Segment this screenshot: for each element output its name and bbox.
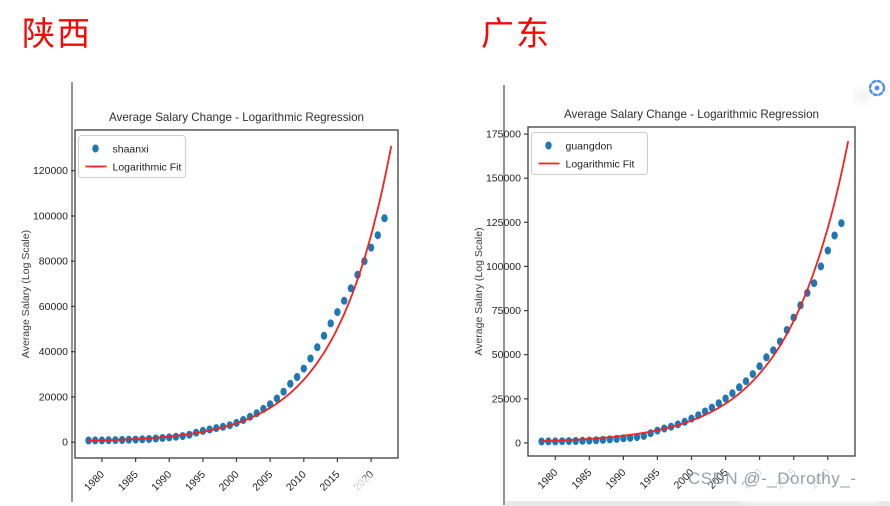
y-axis-label: Average Salary (Log Scale)	[20, 230, 32, 358]
legend-fit-label: Logarithmic Fit	[566, 159, 635, 171]
scatter-series	[85, 214, 388, 445]
fit-line	[88, 145, 393, 442]
y-tick-label: 80000	[39, 256, 68, 268]
blur-patch-left	[352, 477, 452, 503]
x-tick-label: 1995	[183, 469, 208, 494]
y-axis: 0 25000 50000 75000 100000 125000 150000 175000	[486, 129, 528, 449]
shaanxi-chart: 0 20000 40000 60000 80000 100000 120000 1980 198…	[20, 111, 399, 494]
y-tick-label: 20000	[39, 391, 68, 403]
guangdong-chart: 0 25000 50000 75000 100000 125000 150000 175000…	[473, 108, 856, 492]
x-tick-label: 1990	[149, 469, 174, 494]
y-tick-label: 120000	[33, 165, 68, 177]
y-tick-label: 100000	[33, 211, 68, 223]
blur-patch-right	[742, 466, 878, 503]
x-tick-label: 1980	[82, 469, 107, 494]
fit-line	[541, 140, 850, 442]
plot-border	[74, 129, 399, 459]
y-tick-label: 125000	[486, 217, 521, 229]
x-tick-label: 2000	[217, 469, 242, 494]
x-tick-label: 1980	[535, 467, 560, 492]
chart-title: Average Salary Change - Logarithmic Regr…	[109, 111, 364, 124]
legend-fit-label: Logarithmic Fit	[113, 162, 182, 174]
y-axis: 0 20000 40000 60000 80000 100000 120000	[33, 165, 75, 449]
dashed-circle-dot-icon	[868, 79, 886, 97]
y-tick-label: 0	[515, 437, 521, 449]
x-tick-label: 1985	[569, 467, 594, 492]
y-tick-label: 25000	[492, 393, 521, 405]
x-tick-label: 1990	[604, 467, 629, 492]
x-axis: 198019851990199520002005201020152020	[82, 458, 376, 494]
y-tick-label: 50000	[492, 349, 521, 361]
y-tick-label: 150000	[486, 173, 521, 185]
y-tick-label: 175000	[486, 129, 521, 141]
right-image-border	[503, 85, 505, 505]
region-label-guangdong: 广东	[481, 15, 551, 52]
y-tick-label: 0	[62, 437, 68, 449]
legend: shaanxi Logarithmic Fit	[78, 135, 186, 178]
page-bottom-strip	[505, 501, 890, 506]
scatter-series	[538, 219, 845, 446]
y-axis-label: Average Salary (Log Scale)	[473, 227, 485, 355]
chart-title: Average Salary Change - Logarithmic Regr…	[564, 108, 819, 121]
x-tick-label: 1995	[638, 467, 663, 492]
x-tick-label: 2010	[284, 469, 309, 494]
watermark: CSDN @-_Dorothy_-	[688, 469, 857, 488]
legend-dot-marker	[92, 144, 99, 153]
x-tick-label: 2015	[318, 469, 343, 494]
y-tick-label: 60000	[39, 301, 68, 313]
region-label-shaanxi: 陕西	[22, 15, 92, 52]
legend-series-label: shaanxi	[113, 144, 149, 156]
x-tick-label: 1985	[116, 469, 141, 494]
legend-dot-marker	[545, 141, 552, 150]
left-image-border	[71, 82, 73, 502]
x-tick-label: 2005	[250, 469, 275, 494]
legend: guangdon Logarithmic Fit	[531, 132, 648, 175]
legend-series-label: guangdon	[566, 141, 613, 153]
y-tick-label: 75000	[492, 305, 521, 317]
screenshot-focus-icon[interactable]	[866, 77, 888, 99]
y-tick-label: 100000	[486, 261, 521, 273]
y-tick-label: 40000	[39, 346, 68, 358]
